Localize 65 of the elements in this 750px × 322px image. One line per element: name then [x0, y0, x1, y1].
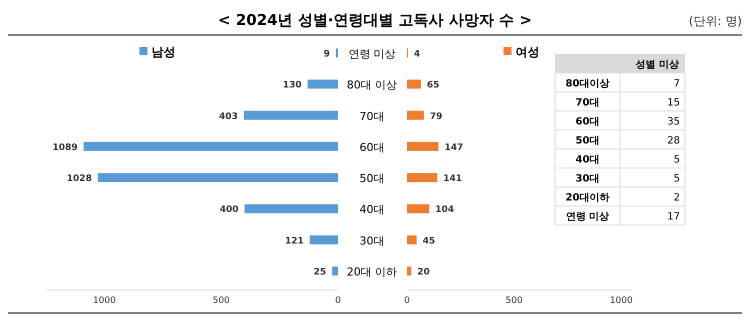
- bar: [332, 266, 338, 276]
- data-label: 121: [284, 236, 304, 246]
- y-tick-label: 60대: [576, 116, 600, 128]
- data-label: 20: [417, 268, 430, 278]
- data-label: 25: [314, 268, 326, 278]
- bar: [407, 266, 412, 276]
- y-tick-label: 40대: [576, 154, 600, 166]
- data-label: 130: [282, 80, 302, 91]
- data-label: 104: [435, 205, 454, 216]
- y-tick-label: 80대이상: [566, 78, 610, 90]
- bar: [407, 142, 438, 151]
- y-tick-label: 연령 미상: [348, 48, 396, 60]
- y-tick-label: 30대: [576, 174, 600, 184]
- data-label: 141: [443, 174, 462, 184]
- x-tick-label: 1000: [610, 296, 634, 306]
- data-label: 5: [674, 174, 680, 184]
- bar: [98, 173, 338, 182]
- data-label: 5: [674, 154, 680, 166]
- x-tick-label: 500: [506, 296, 523, 306]
- data-label: 400: [220, 205, 239, 216]
- data-label: 17: [667, 212, 680, 222]
- y-tick-label: 70대: [360, 110, 384, 123]
- bar: [407, 110, 424, 120]
- data-label: 28: [667, 136, 680, 146]
- data-label: 403: [219, 112, 238, 122]
- bar: [310, 235, 338, 244]
- y-tick-label: 50대: [576, 136, 600, 146]
- bar: [407, 173, 438, 182]
- y-tick-label: 50대: [360, 172, 384, 186]
- data-label: 35: [667, 116, 680, 128]
- data-label: 15: [667, 98, 680, 108]
- x-tick-label: 0: [335, 296, 342, 306]
- y-tick-label: 70대: [576, 98, 600, 108]
- y-tick-label: 60대: [360, 140, 384, 154]
- bar: [308, 80, 338, 89]
- y-tick-label: 연령 미상: [566, 212, 610, 222]
- bar: [244, 204, 338, 214]
- bar: [84, 142, 338, 151]
- x-tick-label: 1000: [92, 296, 116, 306]
- data-label: 79: [430, 112, 442, 122]
- y-tick-label: 30대: [360, 234, 384, 248]
- data-label: 4: [414, 50, 420, 60]
- bar: [407, 235, 417, 244]
- y-tick-label: 80대 이상: [346, 78, 398, 92]
- data-label: 7: [674, 78, 680, 90]
- data-label: 1028: [66, 174, 92, 184]
- x-tick-label: 500: [212, 296, 230, 306]
- bar: [244, 110, 338, 120]
- data-label: 45: [422, 236, 436, 246]
- legend-label: 여성: [516, 45, 540, 59]
- bar: [407, 80, 421, 89]
- y-tick-label: 40대: [360, 203, 384, 216]
- data-label: 2: [674, 192, 680, 204]
- data-label: 147: [444, 142, 464, 153]
- text: (단위: 명): [688, 14, 742, 28]
- legend-label: 남성: [151, 45, 176, 59]
- x-tick-label: 0: [404, 296, 410, 306]
- x-tick-label: 성별 미상: [636, 60, 679, 70]
- y-tick-label: 20대이하: [566, 192, 610, 204]
- y-tick-label: 20대 이하: [346, 266, 398, 278]
- data-label: 1089: [52, 142, 78, 153]
- text: < 2024년 성별·연령대별 고독사 사망자 수 >: [218, 11, 532, 29]
- bar: [407, 204, 430, 214]
- data-label: 9: [324, 50, 330, 60]
- data-label: 65: [426, 80, 440, 91]
